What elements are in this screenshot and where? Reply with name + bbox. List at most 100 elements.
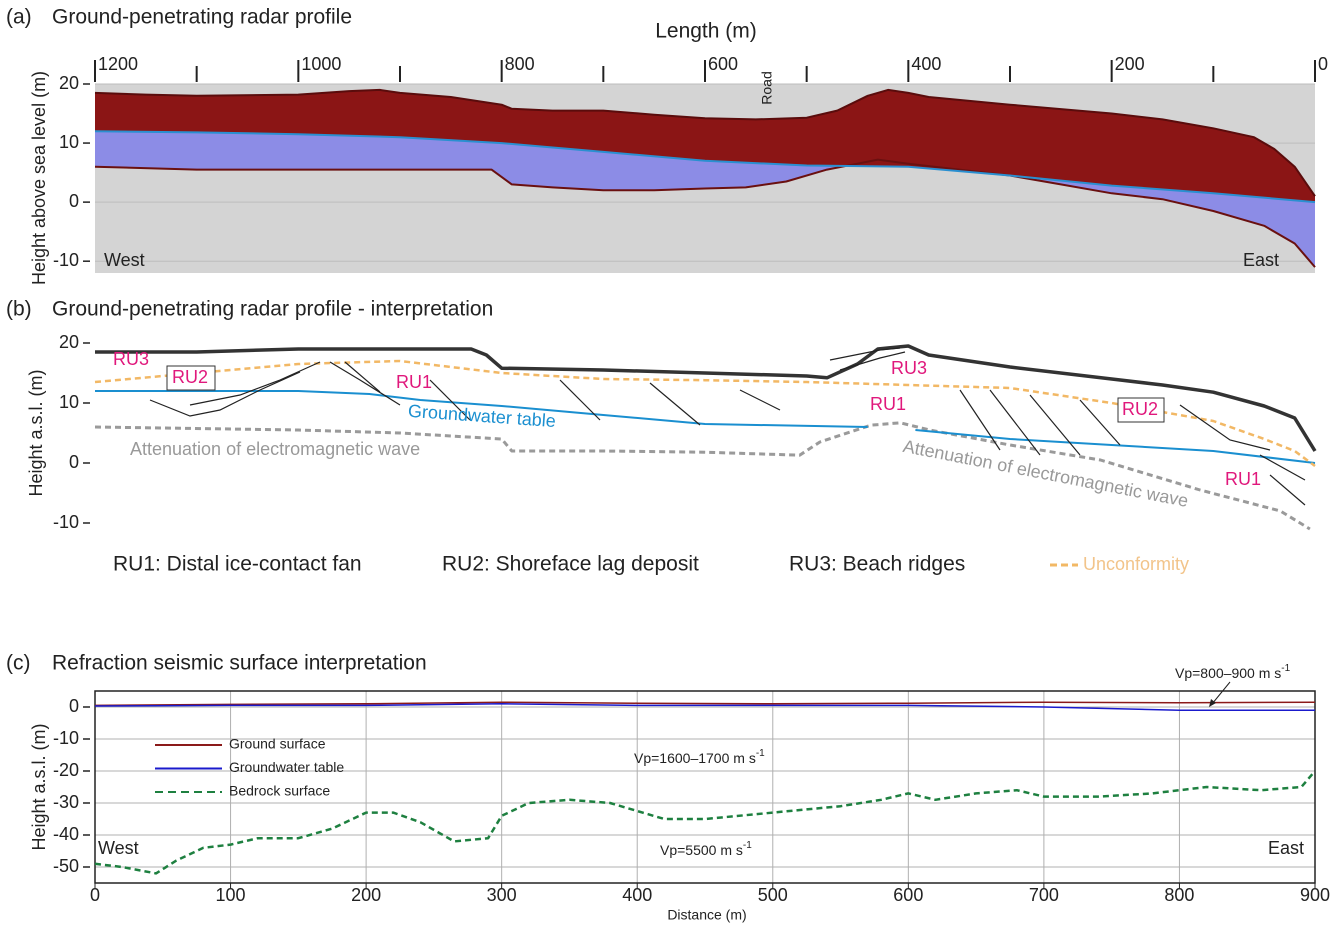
legend-text: RU3: Beach ridges xyxy=(789,553,965,576)
y-tick-label: -10 xyxy=(53,512,79,532)
x-tick-label: 1000 xyxy=(301,54,341,74)
annotation-text: Vp=1600–1700 m s xyxy=(634,750,756,766)
annotation: Vp=800–900 m s-1 xyxy=(1175,663,1291,681)
y-tick-label: -20 xyxy=(53,760,79,780)
y-axis-label: Height a.s.l. (m) xyxy=(26,369,46,496)
legend-text: Ground surface xyxy=(229,736,326,752)
legend-text: Bedrock surface xyxy=(229,783,330,799)
unconformity-line xyxy=(94,359,1316,468)
y-tick-label: -50 xyxy=(53,856,79,876)
y-tick-label: 20 xyxy=(59,332,79,352)
groundwater-line xyxy=(94,130,1316,204)
x-tick-label: 0 xyxy=(1318,54,1328,74)
x-tick-label: 400 xyxy=(911,54,941,74)
reflector xyxy=(829,347,901,361)
legend-text: Unconformity xyxy=(1083,554,1189,574)
x-axis-label: Distance (m) xyxy=(667,907,746,923)
panel-title: Ground-penetrating radar profile - inter… xyxy=(52,298,493,321)
unit-label: RU2 xyxy=(1122,399,1158,419)
panel-title: Refraction seismic surface interpretatio… xyxy=(52,652,427,675)
reflectors xyxy=(149,347,1306,506)
label-box xyxy=(166,365,216,391)
reflector xyxy=(739,389,781,411)
plot-frame xyxy=(94,690,1316,884)
arrow-head xyxy=(1209,699,1216,707)
y-tick-label: 20 xyxy=(59,73,79,93)
series-line xyxy=(94,770,1316,875)
series-line xyxy=(94,701,1316,707)
y-tick-label: 0 xyxy=(69,452,79,472)
unit-label: RU1 xyxy=(396,372,432,392)
reflector xyxy=(189,361,321,406)
x-tick-label: 300 xyxy=(487,885,517,905)
arrow xyxy=(1211,681,1231,705)
panel-label: (c) xyxy=(6,652,31,675)
x-tick-label: 0 xyxy=(90,885,100,905)
reflector xyxy=(959,389,1001,451)
unit-label: RU2 xyxy=(172,367,208,387)
line-label: Groundwater table xyxy=(407,401,556,431)
y-axis-label: Height a.s.l. (m) xyxy=(29,723,49,850)
y-tick-label: -30 xyxy=(53,792,79,812)
x-tick-label: 400 xyxy=(622,885,652,905)
y-axis-label: Height above sea level (m) xyxy=(29,71,49,285)
x-tick-label: 900 xyxy=(1300,885,1330,905)
annotation: Road xyxy=(759,71,775,104)
legend-text: RU2: Shoreface lag deposit xyxy=(442,553,699,576)
reflector xyxy=(329,361,401,406)
reflector xyxy=(839,351,906,371)
annotation-sup: -1 xyxy=(756,748,765,759)
panel-label: (b) xyxy=(6,298,32,321)
x-tick-label: 100 xyxy=(216,885,246,905)
attenuation-line xyxy=(94,421,1311,531)
y-tick-label: 10 xyxy=(59,392,79,412)
x-tick-label: 200 xyxy=(351,885,381,905)
annotation: Vp=1600–1700 m s-1 xyxy=(634,748,765,766)
annotation-sup: -1 xyxy=(1281,663,1290,674)
x-tick-label: 200 xyxy=(1115,54,1145,74)
annotation-text: Vp=800–900 m s xyxy=(1175,665,1281,681)
x-tick-label: 500 xyxy=(758,885,788,905)
reflector xyxy=(649,382,701,426)
line-label: Attenuation of electromagnetic wave xyxy=(130,439,420,459)
y-tick-label: -10 xyxy=(53,728,79,748)
y-tick-label: 0 xyxy=(69,696,79,716)
unit-label: RU3 xyxy=(113,349,149,369)
legend-text: RU1: Distal ice-contact fan xyxy=(113,553,362,576)
groundwater-line xyxy=(95,390,1316,464)
annotation: Vp=5500 m s-1 xyxy=(660,840,752,858)
annotation: West xyxy=(104,250,145,270)
reflector xyxy=(1259,454,1306,481)
panel-label: (a) xyxy=(6,6,32,29)
unit-label: RU1 xyxy=(1225,469,1261,489)
y-tick-label: 0 xyxy=(69,191,79,211)
label-box xyxy=(1117,397,1165,423)
x-tick-label: 800 xyxy=(505,54,535,74)
x-tick-label: 1200 xyxy=(98,54,138,74)
y-tick-label: -10 xyxy=(53,250,79,270)
reflector xyxy=(344,361,381,393)
x-tick-label: 700 xyxy=(1029,885,1059,905)
annotation: East xyxy=(1268,838,1304,858)
reflector xyxy=(1179,404,1271,451)
x-tick-label: 600 xyxy=(893,885,923,905)
legend-text: Groundwater table xyxy=(229,759,344,775)
series-line xyxy=(94,703,1315,711)
unit-label: RU3 xyxy=(891,358,927,378)
reflector xyxy=(429,379,471,421)
reflector xyxy=(559,379,601,421)
annotation-sup: -1 xyxy=(743,840,752,851)
annotation: West xyxy=(98,838,139,858)
y-tick-label: 10 xyxy=(59,132,79,152)
annotation-text: Vp=5500 m s xyxy=(660,842,743,858)
reflector xyxy=(1029,394,1081,456)
surface-line xyxy=(94,88,1316,197)
reflector xyxy=(149,371,301,417)
y-tick-label: -40 xyxy=(53,824,79,844)
x-axis-label: Length (m) xyxy=(655,20,757,43)
area xyxy=(95,89,1315,203)
bottom-line xyxy=(94,158,1316,268)
unit-label: RU1 xyxy=(870,394,906,414)
reflector xyxy=(989,389,1041,456)
